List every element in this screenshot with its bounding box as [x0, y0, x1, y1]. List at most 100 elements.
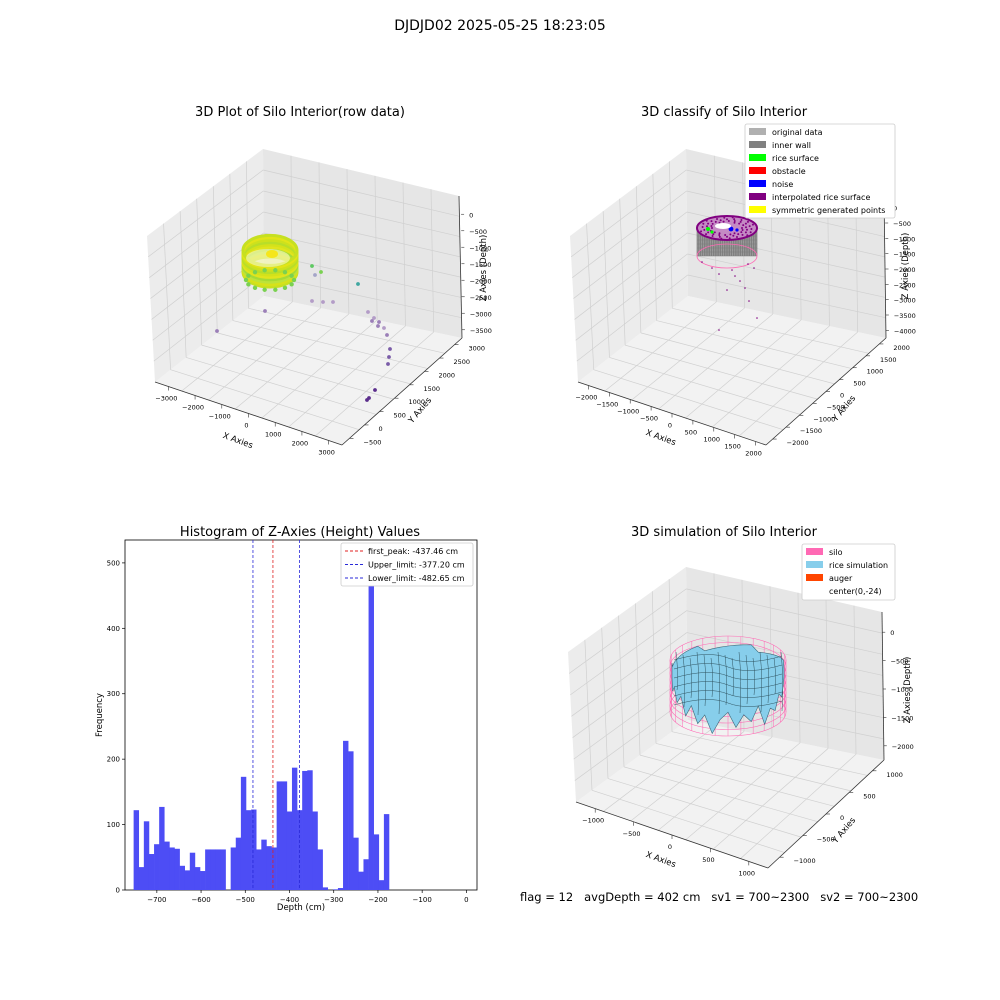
- grid-line: [601, 627, 609, 779]
- tick-label: 3000: [469, 345, 486, 353]
- status-footer: flag = 12 avgDepth = 402 cm sv1 = 700~23…: [520, 890, 919, 904]
- grid-line: [604, 301, 717, 392]
- grid-line: [593, 369, 784, 431]
- histogram-bar: [281, 781, 288, 890]
- interpolated-point: [718, 233, 721, 236]
- surface-mesh-line: [673, 663, 783, 671]
- plot1-z-ticks: 0 −500 −1000 −1500 −2000 −2500 −3000 −3500: [461, 211, 492, 335]
- interpolated-point: [701, 225, 704, 228]
- histogram-bar: [143, 821, 150, 890]
- scatter-point: [748, 300, 750, 302]
- legend-label: original data: [772, 128, 823, 137]
- grid-line: [573, 676, 688, 760]
- back-left-pane: [568, 567, 688, 802]
- plot2-classified-points: [696, 215, 758, 331]
- histogram-bar: [337, 888, 344, 890]
- plot2-title: 3D classify of Silo Interior: [641, 105, 808, 120]
- legend-swatch: [806, 574, 823, 581]
- grid-line: [685, 319, 802, 419]
- histogram-bar: [368, 555, 374, 890]
- tick-label: −500: [893, 220, 911, 228]
- histogram-bar: [133, 810, 140, 890]
- grid-line: [212, 186, 218, 333]
- histogram-reference-lines: [252, 540, 300, 890]
- ring-point: [262, 268, 267, 273]
- histogram-bar: [251, 809, 257, 890]
- grid-line: [656, 320, 852, 369]
- interpolated-point: [733, 220, 736, 223]
- grid-line: [658, 736, 773, 831]
- grid-line: [430, 189, 435, 333]
- tick-label: −3000: [155, 395, 177, 403]
- scatter-point: [388, 347, 392, 351]
- histogram-bar: [307, 770, 313, 890]
- legend-swatch: [749, 167, 766, 174]
- tick-label: 500: [107, 559, 120, 567]
- grid-line: [315, 331, 434, 437]
- interpolated-point: [741, 227, 743, 229]
- tick-label: 2000: [893, 344, 910, 352]
- interpolated-point: [729, 233, 732, 236]
- grid-line: [651, 591, 657, 744]
- interpolated-point: [746, 228, 749, 231]
- legend-swatch: [749, 154, 766, 161]
- scatter-point: [386, 362, 390, 366]
- grid-line: [635, 603, 641, 756]
- interpolated-point: [707, 222, 710, 225]
- histogram-bar: [332, 889, 339, 890]
- grid-line: [687, 274, 886, 319]
- ring-point: [289, 282, 294, 287]
- interpolated-point: [714, 220, 717, 223]
- surface-mesh-line: [673, 690, 783, 698]
- histogram-bar: [200, 871, 206, 890]
- interpolated-point: [748, 225, 751, 228]
- grid-line: [374, 175, 378, 321]
- grid-line: [572, 190, 687, 278]
- tick-label: 1500: [724, 443, 741, 451]
- legend-swatch: [749, 128, 766, 135]
- interpolated-point: [738, 222, 741, 225]
- histogram-bar: [240, 776, 247, 890]
- interpolated-point: [726, 235, 728, 238]
- tick-label: −2000: [894, 266, 916, 274]
- surface-mesh-line: [759, 651, 763, 713]
- surface-mesh-line: [780, 651, 784, 712]
- plot-simulation: 3D simulation of Silo Interior −1000 −500…: [568, 525, 914, 877]
- scatter-point: [734, 275, 736, 277]
- plot1-axes-box: [147, 149, 463, 446]
- scatter-point: [731, 269, 733, 271]
- grid-line: [607, 778, 802, 838]
- tick-label: −200: [368, 896, 387, 904]
- ring-highlight: [266, 250, 278, 258]
- grid-line: [639, 754, 835, 807]
- grid-line: [609, 357, 801, 415]
- back-left-pane: [570, 149, 688, 382]
- histogram-bar: [230, 847, 237, 890]
- histogram-bar: [348, 751, 354, 890]
- surface-mesh-line: [673, 681, 783, 689]
- surface-mesh-line: [689, 657, 693, 699]
- tick-label: 1000: [265, 431, 282, 439]
- interpolated-point: [733, 221, 736, 224]
- interpolated-point: [713, 231, 716, 234]
- plot4-legend: silo rice simulation auger center(0,-24): [801, 543, 896, 601]
- ring-point: [262, 287, 267, 292]
- grid-line: [217, 332, 411, 385]
- tick-label: −2000: [182, 404, 204, 412]
- tick-label: −400: [280, 896, 299, 904]
- grid-line: [248, 307, 445, 354]
- scatter-point: [753, 267, 755, 269]
- tick-label: −3000: [894, 297, 916, 305]
- grid-line: [263, 274, 462, 319]
- tick-label: 500: [853, 380, 865, 388]
- grid-line: [263, 169, 460, 217]
- tick-label: −1000: [582, 817, 604, 825]
- interpolated-point: [735, 235, 738, 238]
- tick-label: 0: [840, 392, 844, 400]
- grid-line: [201, 344, 394, 400]
- tick-label: −1000: [813, 415, 835, 423]
- z-axis-line: [883, 195, 887, 339]
- scatter-point: [313, 273, 317, 277]
- back-left-pane: [147, 149, 264, 382]
- interpolated-point: [741, 229, 744, 232]
